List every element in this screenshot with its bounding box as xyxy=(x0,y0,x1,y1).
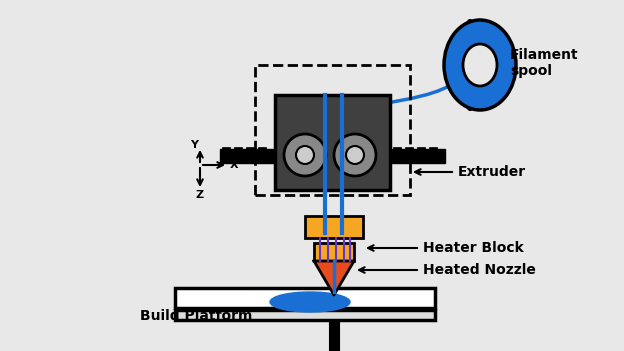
Bar xyxy=(220,149,275,163)
Bar xyxy=(275,95,390,190)
Bar xyxy=(405,147,413,155)
Bar xyxy=(305,216,363,238)
Polygon shape xyxy=(314,261,354,295)
Text: X: X xyxy=(230,160,238,170)
Bar xyxy=(175,288,435,308)
Text: Filament
spool: Filament spool xyxy=(510,48,578,78)
Ellipse shape xyxy=(462,20,478,110)
Bar xyxy=(429,147,437,155)
Ellipse shape xyxy=(270,292,350,312)
Bar xyxy=(314,243,354,261)
Bar xyxy=(234,147,242,155)
Ellipse shape xyxy=(444,20,516,110)
Text: Extruder: Extruder xyxy=(458,165,526,179)
Bar xyxy=(175,310,435,320)
Text: Heated Nozzle: Heated Nozzle xyxy=(423,263,536,277)
Text: Z: Z xyxy=(195,190,203,200)
Bar xyxy=(390,149,445,163)
Ellipse shape xyxy=(284,134,326,176)
Text: Heater Block: Heater Block xyxy=(423,241,524,255)
Ellipse shape xyxy=(296,146,314,164)
Ellipse shape xyxy=(463,44,497,86)
Bar xyxy=(393,147,401,155)
Ellipse shape xyxy=(334,134,376,176)
Bar xyxy=(417,147,425,155)
Ellipse shape xyxy=(346,146,364,164)
Text: Build Platform: Build Platform xyxy=(140,309,252,323)
Text: Y: Y xyxy=(190,140,198,150)
Bar xyxy=(258,147,266,155)
Bar xyxy=(246,147,254,155)
Bar xyxy=(222,147,230,155)
